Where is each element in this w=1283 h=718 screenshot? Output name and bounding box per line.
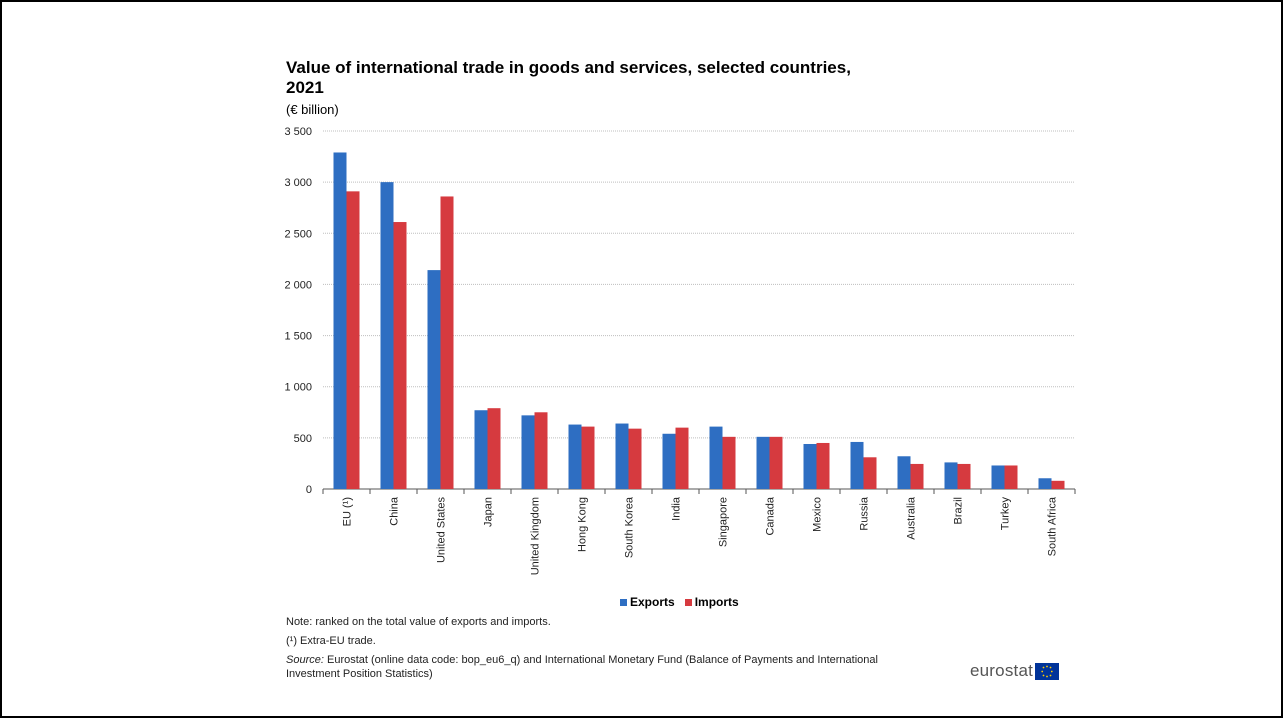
x-tick-label: Singapore	[718, 497, 730, 547]
bar-exports	[1038, 478, 1052, 489]
bar-imports	[769, 436, 783, 489]
bar-imports	[440, 196, 454, 489]
bar-imports	[1051, 480, 1065, 489]
bar-exports	[380, 182, 394, 489]
note-source: Source: Eurostat (online data code: bop_…	[286, 653, 926, 681]
y-tick-label: 500	[294, 433, 312, 445]
eu-flag-icon	[1035, 662, 1060, 680]
x-tick-label: Canada	[765, 496, 777, 535]
bar-exports	[521, 415, 535, 489]
legend-item-imports: Imports	[684, 595, 739, 609]
x-tick-label: South Africa	[1047, 496, 1059, 556]
eurostat-logo: eurostat	[970, 661, 1060, 681]
source-label: Source:	[286, 654, 324, 666]
bar-imports	[534, 412, 548, 489]
x-tick-label: Japan	[483, 497, 495, 527]
y-tick-label: 0	[306, 484, 312, 496]
chart-unit: (€ billion)	[286, 102, 339, 117]
bar-exports	[850, 441, 864, 489]
bar-imports	[722, 436, 736, 489]
bar-exports	[709, 426, 723, 489]
bar-imports	[1004, 465, 1018, 489]
bar-exports	[568, 424, 582, 489]
x-tick-label: South Korea	[624, 496, 636, 558]
source-text: Eurostat (online data code: bop_eu6_q) a…	[286, 654, 878, 680]
bar-imports	[393, 222, 407, 489]
x-tick-label: Hong Kong	[577, 497, 589, 552]
legend-label-imports: Imports	[694, 595, 739, 609]
y-tick-label: 1 500	[284, 331, 312, 343]
y-tick-label: 2 500	[284, 228, 312, 240]
legend-swatch-exports	[620, 598, 627, 606]
x-tick-label: Brazil	[953, 497, 965, 525]
legend: Exports Imports	[620, 595, 739, 609]
chart-notes: Note: ranked on the total value of expor…	[286, 615, 926, 686]
bar-exports	[897, 456, 911, 489]
bar-imports	[581, 426, 595, 489]
note-footnote: (¹) Extra-EU trade.	[286, 635, 376, 647]
x-tick-label: India	[671, 496, 683, 521]
bar-exports	[474, 410, 488, 489]
bar-exports	[427, 270, 441, 489]
bar-imports	[816, 442, 830, 489]
x-tick-label: Turkey	[1000, 497, 1012, 531]
bar-imports	[957, 463, 971, 489]
bar-imports	[346, 191, 360, 489]
y-tick-label: 2 000	[284, 279, 312, 291]
legend-swatch-imports	[684, 598, 692, 606]
chart-title: Value of international trade in goods an…	[286, 58, 851, 97]
x-tick-label: EU (¹)	[342, 497, 354, 526]
bar-imports	[675, 427, 689, 489]
x-tick-label: United Kingdom	[530, 497, 542, 575]
x-tick-label: China	[389, 496, 401, 526]
bar-exports	[615, 423, 629, 489]
logo-text: eurostat	[970, 661, 1034, 680]
bar-imports	[863, 457, 877, 489]
y-tick-label: 1 000	[284, 382, 312, 394]
x-tick-label: United States	[436, 497, 448, 564]
x-tick-label: Australia	[906, 496, 918, 540]
bar-exports	[803, 443, 817, 489]
bar-exports	[756, 436, 770, 489]
bar-exports	[662, 433, 676, 489]
bar-imports	[628, 428, 642, 489]
x-tick-label: Russia	[859, 496, 871, 531]
bar-imports	[487, 408, 501, 489]
x-tick-label: Mexico	[812, 497, 824, 532]
note-ranked: Note: ranked on the total value of expor…	[286, 616, 551, 628]
y-tick-label: 3 000	[284, 177, 312, 189]
y-tick-label: 3 500	[284, 126, 312, 138]
bar-exports	[333, 152, 347, 490]
bar-exports	[991, 465, 1005, 489]
bar-exports	[944, 462, 958, 489]
bar-imports	[910, 463, 924, 489]
legend-item-exports: Exports	[620, 595, 675, 609]
legend-label-exports: Exports	[630, 595, 675, 609]
